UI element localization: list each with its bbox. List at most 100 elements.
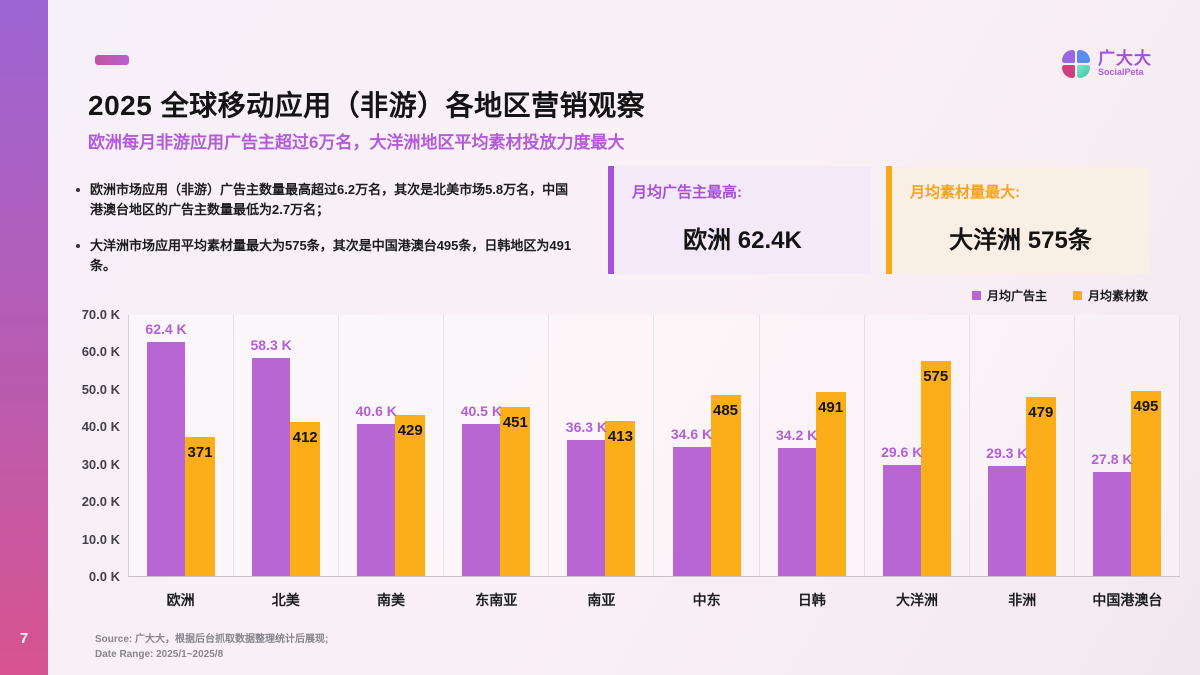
bar-value-label-advertisers: 62.4 K <box>145 321 187 338</box>
bar-value-label-advertisers: 58.3 K <box>250 336 292 353</box>
chart-category-group: 62.4 K 371 <box>129 315 235 576</box>
chart-category-group: 27.8 K 495 <box>1075 315 1180 576</box>
y-axis-tick-label: 70.0 K <box>81 307 120 322</box>
x-axis-label: 北美 <box>271 592 300 608</box>
legend-item-creatives: 月均素材数 <box>1072 287 1148 304</box>
y-axis-tick-label: 10.0 K <box>81 531 120 547</box>
source-note: Source: 广大大，根据后台抓取数据整理统计后展现; Date Range:… <box>95 633 328 662</box>
bar-creatives: 412 <box>290 421 321 576</box>
bullet-text: 欧洲市场应用（非游）广告主数量最高超过6.2万名，其次是北美市场5.8万名，中国… <box>90 182 569 218</box>
bar-value-label-advertisers: 34.6 K <box>670 425 713 442</box>
chart-category-group: 40.5 K 451 <box>444 315 550 576</box>
bar-advertisers: 29.3 K <box>986 445 1027 576</box>
highlight-value: 大洋洲 575条 <box>949 227 1092 254</box>
chart-category-group: 36.3 K 413 <box>549 315 655 576</box>
bar-creatives: 479 <box>1025 396 1056 576</box>
bar-value-label-advertisers: 40.6 K <box>355 403 397 419</box>
logo-quadrant <box>1062 65 1075 78</box>
x-axis-label: 中国港澳台 <box>1092 592 1163 608</box>
bar-value-label-creatives: 575 <box>923 367 949 385</box>
x-axis: 欧洲 北美 南美 东南亚 南亚 中东 日韩 大洋洲 非洲 中国港澳台 <box>128 590 1180 610</box>
bar-creatives: 495 <box>1130 390 1161 576</box>
socialpeta-logo: 广大大 SocialPeta <box>1062 50 1152 78</box>
legend-item-advertisers: 月均广告主 <box>971 287 1047 304</box>
bar-value-label-advertisers: 36.3 K <box>565 419 608 436</box>
highlight-card-creatives: 月均素材量最大: 大洋洲 575条 <box>886 166 1149 274</box>
bar-value-label-creatives: 479 <box>1028 403 1054 421</box>
bar-value-label-creatives: 413 <box>607 428 633 446</box>
bar-value-label-creatives: 485 <box>713 401 739 419</box>
title-accent-dash <box>95 55 129 65</box>
bar-value-label-creatives: 451 <box>502 414 528 432</box>
bar-advertisers: 36.3 K <box>566 419 607 576</box>
x-axis-label: 东南亚 <box>475 592 518 608</box>
bar-creatives: 575 <box>920 360 951 576</box>
bar-value-label-creatives: 429 <box>397 422 423 440</box>
bar-creatives: 451 <box>500 407 531 576</box>
x-axis-label: 非洲 <box>1008 592 1037 608</box>
socialpeta-logo-icon <box>1062 50 1090 78</box>
logo-brand-subname: SocialPeta <box>1098 67 1144 78</box>
bar-chart-plot: 62.4 K 371 58.3 K 412 40.6 K 429 40.5 K 451 36.3… <box>128 315 1180 577</box>
list-item: 欧洲市场应用（非游）广告主数量最高超过6.2万名，其次是北美市场5.8万名，中国… <box>76 180 576 220</box>
logo-brand-name: 广大大 <box>1098 49 1152 69</box>
key-findings-list: 欧洲市场应用（非游）广告主数量最高超过6.2万名，其次是北美市场5.8万名，中国… <box>76 180 576 277</box>
bar-creatives: 413 <box>605 421 636 576</box>
y-axis-tick-label: 30.0 K <box>81 456 120 472</box>
bar-advertisers: 27.8 K <box>1091 451 1133 576</box>
page-subtitle: 欧洲每月非游应用广告主超过6万名，大洋洲地区平均素材投放力度最大 <box>88 133 625 152</box>
bar-value-label-advertisers: 27.8 K <box>1091 450 1133 467</box>
bar-creatives: 491 <box>815 392 846 576</box>
bar-value-label-creatives: 412 <box>292 428 318 446</box>
bullet-text: 大洋洲市场应用平均素材量最大为575条，其次是中国港澳台495条，日韩地区为49… <box>90 238 572 274</box>
logo-quadrant <box>1062 50 1075 63</box>
bar-creatives: 485 <box>710 394 741 576</box>
bullet-dot-icon <box>76 188 80 192</box>
chart-category-group: 29.3 K 479 <box>970 315 1075 576</box>
logo-quadrant <box>1077 65 1090 78</box>
bar-value-label-advertisers: 29.3 K <box>986 445 1028 462</box>
bar-advertisers: 40.6 K <box>356 403 397 576</box>
list-item: 大洋洲市场应用平均素材量最大为575条，其次是中国港澳台495条，日韩地区为49… <box>76 236 576 276</box>
page-title: 2025 全球移动应用（非游）各地区营销观察 <box>88 90 646 121</box>
chart-category-group: 34.6 K 485 <box>654 315 760 576</box>
bar-creatives: 371 <box>185 437 216 576</box>
date-range-line: Date Range: 2025/1~2025/8 <box>95 648 224 660</box>
chart-category-group: 34.2 K 491 <box>760 315 865 576</box>
x-axis-label: 南美 <box>377 592 405 608</box>
highlight-value: 欧洲 62.4K <box>683 227 802 254</box>
source-line: Source: 广大大，根据后台抓取数据整理统计后展现; <box>95 634 329 645</box>
legend-label: 月均素材数 <box>1087 289 1148 303</box>
y-axis-tick-label: 50.0 K <box>81 381 120 397</box>
highlight-label: 月均素材量最大: <box>910 184 1020 201</box>
page-number: 7 <box>19 630 29 647</box>
bar-value-label-advertisers: 40.5 K <box>460 403 502 420</box>
bar-advertisers: 34.6 K <box>671 426 712 576</box>
x-axis-label: 欧洲 <box>166 592 195 608</box>
legend-swatch-advertisers-icon <box>971 291 981 300</box>
legend-label: 月均广告主 <box>986 289 1047 303</box>
x-axis-label: 中东 <box>692 592 721 608</box>
x-axis-label: 大洋洲 <box>896 592 939 608</box>
y-axis-tick-label: 40.0 K <box>81 419 120 435</box>
y-axis-tick-label: 20.0 K <box>81 494 120 510</box>
chart-category-group: 58.3 K 412 <box>234 315 340 576</box>
x-axis-label: 日韩 <box>797 592 826 608</box>
bullet-dot-icon <box>76 244 80 249</box>
bar-advertisers: 62.4 K <box>145 321 187 576</box>
bar-advertisers: 29.6 K <box>881 444 922 576</box>
y-axis-tick-label: 0.0 K <box>88 569 120 584</box>
bar-value-label-advertisers: 29.6 K <box>881 444 923 461</box>
highlight-card-advertisers: 月均广告主最高: 欧洲 62.4K <box>608 166 871 274</box>
bar-value-label-creatives: 371 <box>187 444 213 462</box>
logo-text: 广大大 SocialPeta <box>1098 50 1152 77</box>
x-axis-label: 南亚 <box>587 592 616 608</box>
bar-creatives: 429 <box>395 415 426 576</box>
chart-category-group: 40.6 K 429 <box>339 315 445 576</box>
y-axis: 70.0 K 60.0 K 50.0 K 40.0 K 30.0 K 20.0 K 10.0… <box>58 307 120 584</box>
bar-value-label-advertisers: 34.2 K <box>775 427 818 443</box>
side-strip: 7 <box>0 0 48 675</box>
legend-swatch-creatives-icon <box>1072 291 1082 300</box>
bar-advertisers: 34.2 K <box>776 427 817 576</box>
